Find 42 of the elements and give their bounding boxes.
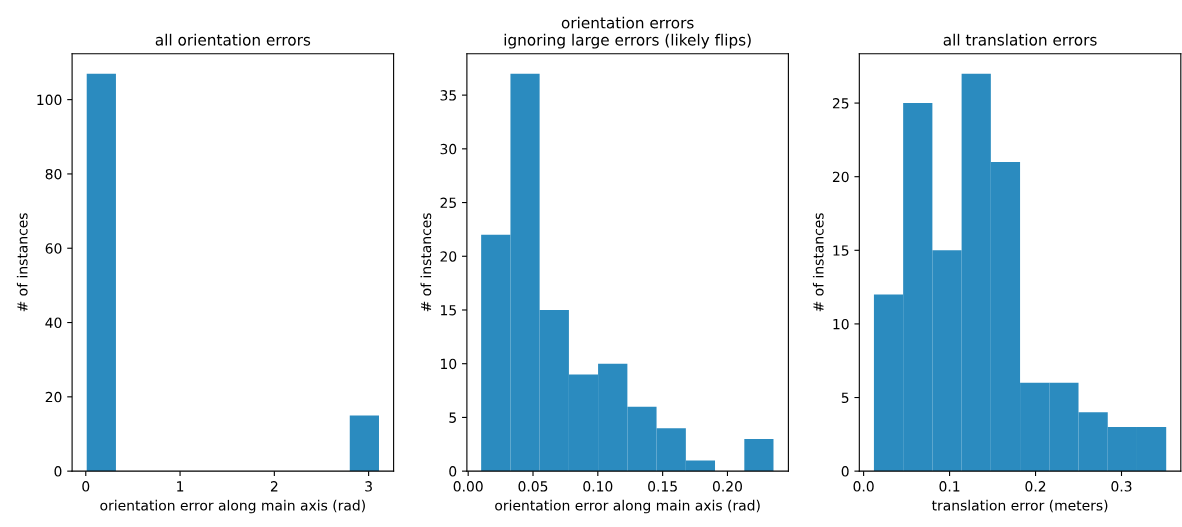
y-tick-label: 10 <box>441 358 457 370</box>
y-tick-label: 40 <box>45 317 62 329</box>
y-tick-label: 0 <box>841 466 849 477</box>
y-tick-label: 20 <box>832 171 849 183</box>
x-tick-label: 2 <box>270 481 278 492</box>
y-tick-label: 20 <box>440 251 457 262</box>
y-tick-label: 0 <box>449 466 457 477</box>
x-tick-label: 0.1 <box>939 481 960 492</box>
y-tick-label: 80 <box>45 168 62 180</box>
x-axis-title: orientation error along main axis (rad) <box>100 499 365 514</box>
y-tick-label: 25 <box>440 197 456 209</box>
x-tick-label: 0.15 <box>648 481 677 492</box>
y-tick-label: 25 <box>832 98 849 109</box>
y-tick-label: 100 <box>37 94 62 106</box>
y-tick-label: 5 <box>449 412 456 423</box>
y-axis-title: # of instances <box>16 213 28 312</box>
x-tick-label: 0.3 <box>1111 481 1132 492</box>
y-tick-label: 20 <box>45 391 62 403</box>
y-tick-label: 15 <box>441 305 456 316</box>
x-tick-label: 0.05 <box>518 481 548 492</box>
x-tick-label: 0.10 <box>583 481 613 492</box>
x-tick-label: 0.20 <box>712 481 742 492</box>
x-axis-title: translation error (meters) <box>931 499 1108 513</box>
y-tick-label: 60 <box>45 243 62 254</box>
y-tick-label: 10 <box>833 318 849 330</box>
x-tick-label: 0 <box>82 481 90 492</box>
chart-title: orientation errors ignoring large errors (likely flips) <box>504 16 751 49</box>
chart-title: all translation errors <box>943 33 1097 46</box>
y-axis-title: # of instances <box>420 213 432 312</box>
y-tick-label: 15 <box>833 245 849 256</box>
x-axis-title: orientation error along main axis (rad) <box>495 499 760 514</box>
y-tick-label: 5 <box>841 392 849 403</box>
y-tick-label: 0 <box>54 466 62 477</box>
y-tick-label: 30 <box>440 143 457 155</box>
chart-title: all orientation errors <box>155 33 311 46</box>
y-axis-title: # of instances <box>812 213 824 312</box>
x-tick-label: 0.00 <box>453 481 483 492</box>
x-tick-label: 1 <box>177 481 184 492</box>
x-tick-label: 0.2 <box>1025 481 1046 492</box>
x-tick-label: 0.0 <box>853 481 874 492</box>
x-tick-label: 3 <box>365 481 372 492</box>
y-tick-label: 35 <box>440 90 456 101</box>
